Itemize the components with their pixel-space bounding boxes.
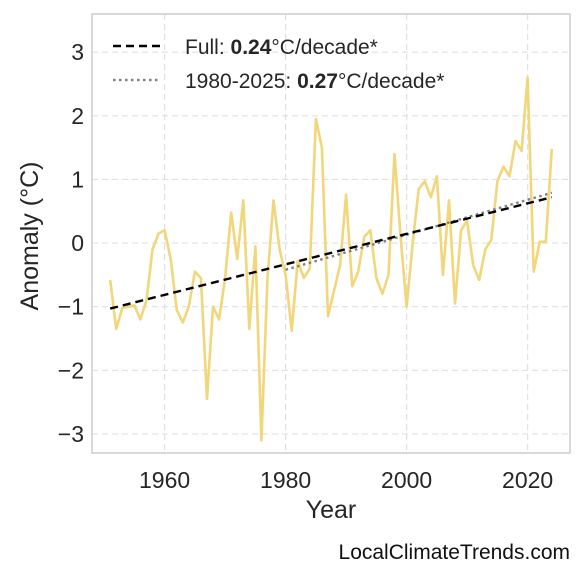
y-tick-label: 3 bbox=[71, 39, 84, 65]
x-axis-label: Year bbox=[306, 496, 357, 524]
y-tick-label: 2 bbox=[71, 103, 84, 129]
anomaly-series-line bbox=[108, 76, 554, 442]
legend-recent-text: 1980-2025: 0.27°C/decade* bbox=[185, 70, 444, 93]
watermark: LocalClimateTrends.com bbox=[338, 541, 570, 564]
legend-recent-suffix: °C/decade* bbox=[338, 70, 444, 93]
legend-full-prefix: Full: bbox=[185, 36, 231, 59]
legend-full-text: Full: 0.24°C/decade* bbox=[185, 36, 378, 59]
y-tick-label: −1 bbox=[58, 294, 84, 320]
y-tick-label: 1 bbox=[71, 166, 84, 192]
legend-full-suffix: °C/decade* bbox=[271, 36, 377, 59]
plot-frame bbox=[91, 13, 571, 454]
legend-recent-value: 0.27 bbox=[297, 70, 338, 93]
x-tick-label: 2000 bbox=[381, 467, 432, 493]
x-tick-label: 1980 bbox=[260, 467, 311, 493]
x-ticks: 1960 1980 2000 2020 bbox=[139, 467, 553, 493]
x-tick-label: 2020 bbox=[502, 467, 553, 493]
y-axis-label: Anomaly (°C) bbox=[16, 162, 44, 311]
y-tick-label: 0 bbox=[71, 230, 84, 256]
series-layer bbox=[108, 76, 554, 442]
y-tick-label: −2 bbox=[58, 357, 84, 383]
legend: Full: 0.24°C/decade* 1980-2025: 0.27°C/d… bbox=[113, 36, 444, 93]
legend-full-value: 0.24 bbox=[231, 36, 272, 59]
full-trend-line bbox=[109, 196, 553, 310]
legend-recent-prefix: 1980-2025: bbox=[185, 70, 297, 93]
y-ticks: 3 2 1 0 −1 −2 −3 bbox=[58, 39, 84, 447]
x-tick-label: 1960 bbox=[139, 467, 190, 493]
y-tick-label: −3 bbox=[58, 421, 84, 447]
